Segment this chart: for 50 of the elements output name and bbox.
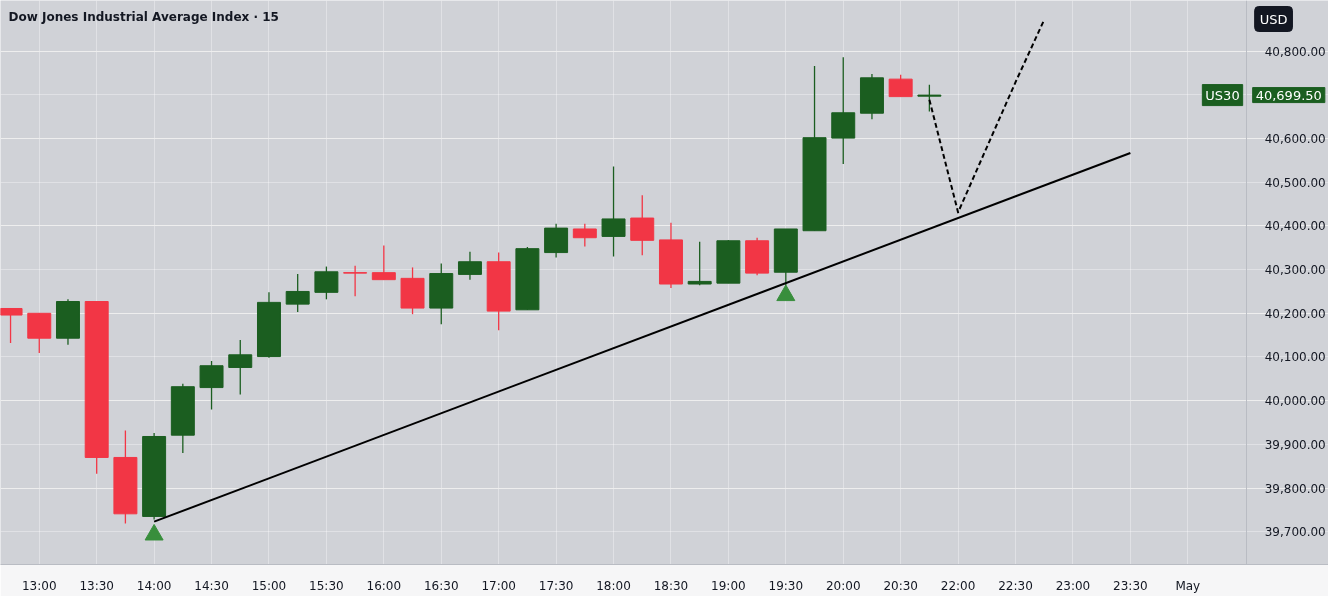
- candlestick: [687, 241, 712, 286]
- y-tick-label: 40,000.00: [1264, 394, 1326, 409]
- candlestick: [630, 194, 655, 256]
- x-tick-label: 16:00: [366, 578, 402, 593]
- x-tick-label: May: [1175, 578, 1201, 593]
- x-tick-label: 19:30: [768, 578, 804, 593]
- y-tick-label: 40,300.00: [1264, 263, 1326, 278]
- x-tick-label: 15:00: [251, 578, 287, 593]
- y-tick-label: 40,100.00: [1264, 350, 1326, 365]
- x-tick-label: 17:30: [538, 578, 574, 593]
- x-tick-label: 14:30: [194, 578, 229, 593]
- candlestick: [343, 265, 368, 297]
- candlestick: [888, 74, 913, 98]
- candlestick: [371, 244, 396, 281]
- text: Dow Jones Industrial Average Index · 15: [8, 9, 279, 24]
- x-tick-label: 22:00: [940, 578, 976, 593]
- x-tick-label: 13:30: [79, 578, 114, 593]
- candlestick: [228, 339, 253, 396]
- x-tick-label: 17:00: [481, 578, 516, 593]
- y-tick-label: 39,900.00: [1264, 437, 1326, 452]
- x-tick-label: 18:00: [596, 578, 631, 593]
- annotation: US30: [1205, 87, 1240, 103]
- x-tick-label: 20:00: [825, 578, 861, 593]
- candlestick: [457, 251, 482, 281]
- candlestick: [601, 165, 626, 258]
- candlestick: [314, 265, 339, 300]
- x-tick-label: 16:30: [423, 578, 459, 593]
- x-tick-label: 22:30: [998, 578, 1033, 593]
- text: 40,699.50: [1255, 87, 1322, 103]
- x-tick-label: 13:00: [21, 578, 57, 593]
- y-tick-label: 40,800.00: [1264, 44, 1326, 59]
- x-tick-label: 20:30: [883, 578, 918, 593]
- text: USD: [1259, 11, 1288, 27]
- candlestick: [199, 360, 224, 411]
- x-tick-label: 23:00: [1055, 578, 1091, 593]
- candlestick: [285, 273, 310, 313]
- x-tick-label: 15:30: [309, 578, 344, 593]
- candlestick: [0, 307, 23, 344]
- y-tick-label: 40,500.00: [1264, 175, 1326, 190]
- candlestick: [572, 223, 597, 248]
- x-tick-label: 23:30: [1113, 578, 1148, 593]
- x-tick-label: 14:00: [136, 578, 172, 593]
- x-tick-label: 18:30: [653, 578, 689, 593]
- x-tick-label: 19:00: [711, 578, 746, 593]
- y-tick-label: 40,400.00: [1264, 219, 1326, 234]
- y-tick-label: 39,800.00: [1264, 481, 1326, 496]
- y-tick-label: 39,700.00: [1264, 525, 1326, 540]
- y-tick-label: 40,600.00: [1264, 132, 1326, 147]
- y-tick-label: 40,200.00: [1264, 306, 1326, 321]
- candlestick: [917, 84, 942, 113]
